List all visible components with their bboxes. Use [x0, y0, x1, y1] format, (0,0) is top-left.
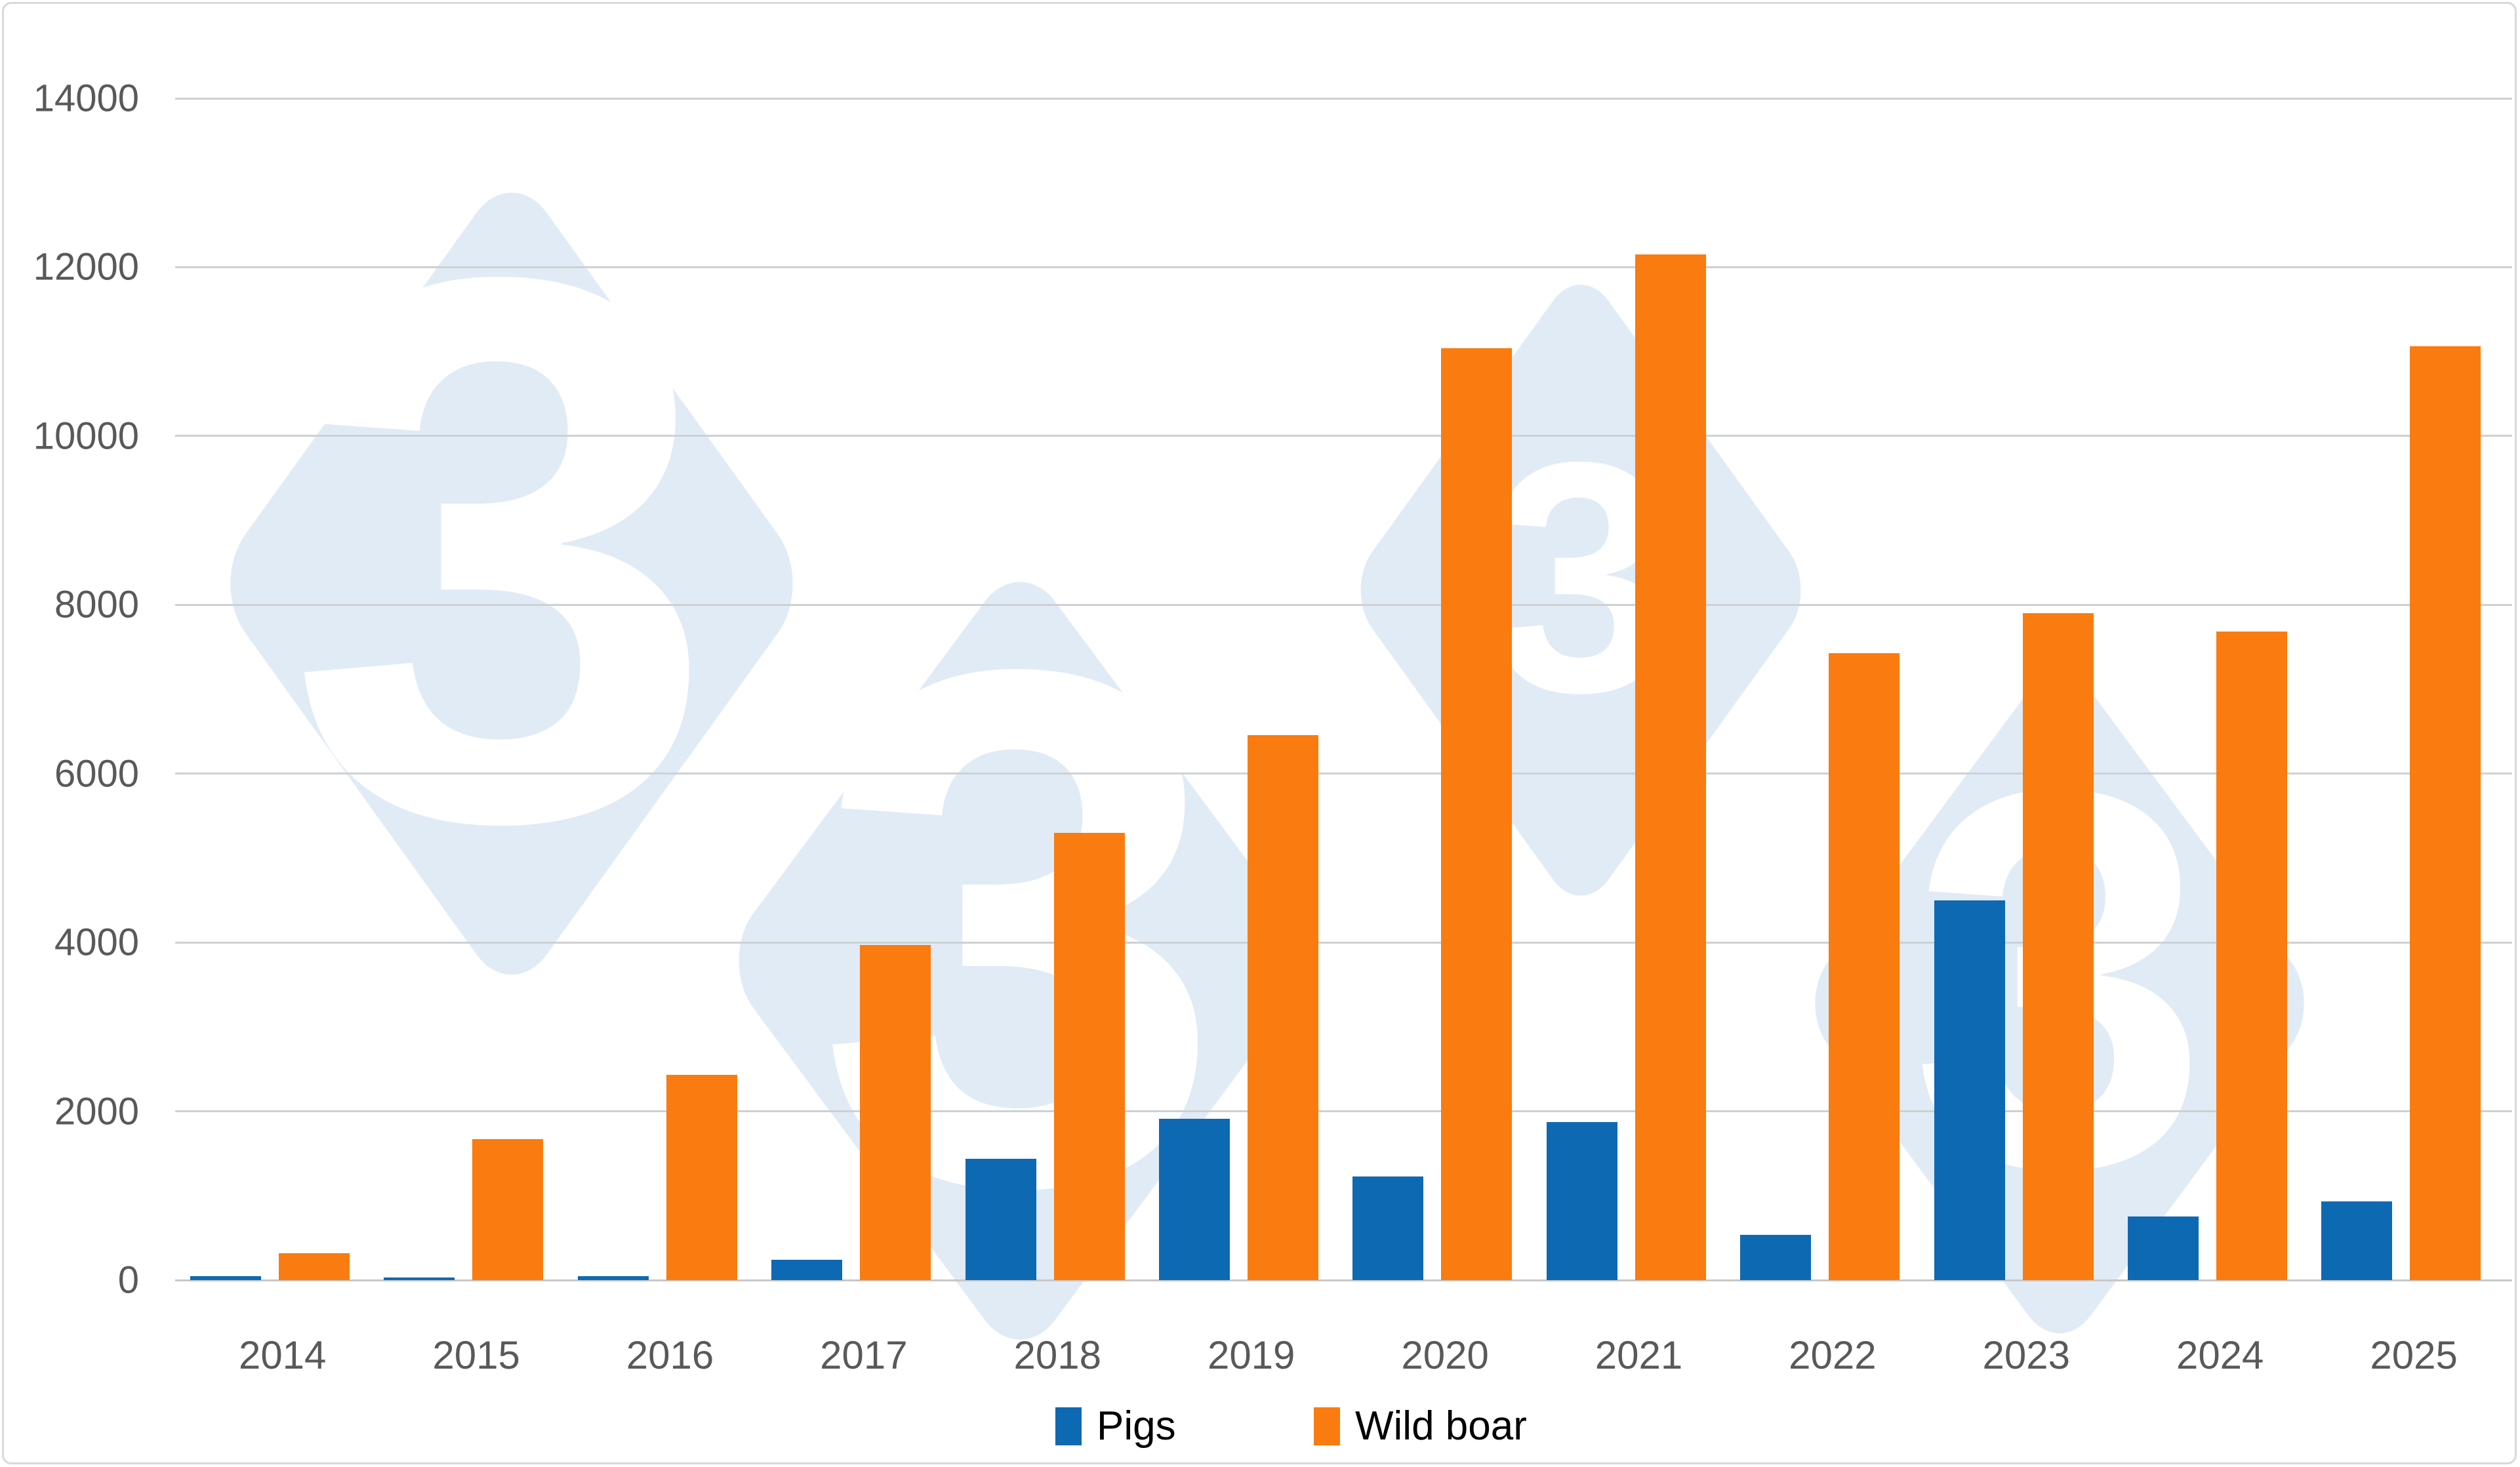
x-tick-label-2014: 2014 [238, 1333, 327, 1377]
y-tick-label-12000: 12000 [33, 245, 139, 289]
gridline-2000 [175, 1110, 2512, 1113]
bar-pigs-2016 [577, 1276, 649, 1280]
bar-wild-boar-2021 [1635, 254, 1706, 1280]
bar-pigs-2018 [965, 1158, 1036, 1280]
bar-wild-boar-2016 [666, 1075, 737, 1280]
bar-wild-boar-2025 [2410, 346, 2481, 1280]
x-tick-label-2025: 2025 [2370, 1333, 2458, 1377]
bar-pigs-2015 [384, 1277, 455, 1280]
gridline-6000 [175, 773, 2512, 775]
bar-wild-boar-2018 [1053, 832, 1125, 1280]
bar-pigs-2014 [190, 1276, 261, 1280]
y-tick-label-2000: 2000 [54, 1090, 139, 1133]
x-tick-label-2020: 2020 [1401, 1333, 1489, 1377]
legend-label-pigs: Pigs [1097, 1403, 1176, 1449]
x-tick-label-2018: 2018 [1013, 1333, 1102, 1377]
legend-swatch-pigs [1055, 1407, 1082, 1445]
gridline-8000 [175, 603, 2512, 606]
bar-pigs-2025 [2321, 1201, 2393, 1280]
bar-wild-boar-2017 [860, 945, 931, 1280]
gridline-10000 [175, 435, 2512, 437]
bar-wild-boar-2024 [2216, 632, 2287, 1280]
y-tick-label-6000: 6000 [54, 752, 139, 795]
bar-pigs-2017 [771, 1260, 843, 1280]
bar-pigs-2021 [1546, 1122, 1617, 1280]
bar-wild-boar-2020 [1441, 348, 1513, 1280]
y-tick-label-8000: 8000 [54, 583, 139, 626]
y-tick-label-4000: 4000 [54, 921, 139, 964]
bar-pigs-2022 [1740, 1235, 1812, 1280]
gridline-12000 [175, 266, 2512, 268]
y-tick-label-14000: 14000 [33, 77, 139, 120]
y-tick-label-10000: 10000 [33, 414, 139, 458]
bar-pigs-2020 [1352, 1176, 1424, 1280]
bar-wild-boar-2022 [1829, 653, 1900, 1280]
legend-swatch-wild-boar [1314, 1407, 1340, 1445]
bar-wild-boar-2019 [1248, 734, 1318, 1280]
x-tick-label-2017: 2017 [820, 1333, 908, 1377]
x-tick-label-2015: 2015 [432, 1333, 520, 1377]
x-tick-label-2023: 2023 [1982, 1333, 2071, 1377]
x-tick-label-2019: 2019 [1207, 1333, 1295, 1377]
x-axis-line [175, 1279, 2512, 1281]
bar-pigs-2023 [1934, 900, 2005, 1280]
bar-pigs-2019 [1159, 1119, 1230, 1280]
gridline-4000 [175, 941, 2512, 944]
bar-wild-boar-2015 [472, 1139, 544, 1280]
x-tick-label-2016: 2016 [626, 1333, 714, 1377]
x-tick-label-2024: 2024 [2176, 1333, 2264, 1377]
x-tick-label-2021: 2021 [1595, 1333, 1683, 1377]
bar-wild-boar-2014 [279, 1253, 350, 1280]
legend-label-wild-boar: Wild boar [1355, 1403, 1527, 1449]
watermark-3-glyph-1: 3 [286, 117, 718, 982]
bar-wild-boar-2023 [2022, 613, 2094, 1280]
bar-pigs-2024 [2128, 1216, 2199, 1280]
y-tick-label-0: 0 [117, 1258, 139, 1302]
x-tick-label-2022: 2022 [1789, 1333, 1877, 1377]
gridline-14000 [175, 97, 2512, 100]
